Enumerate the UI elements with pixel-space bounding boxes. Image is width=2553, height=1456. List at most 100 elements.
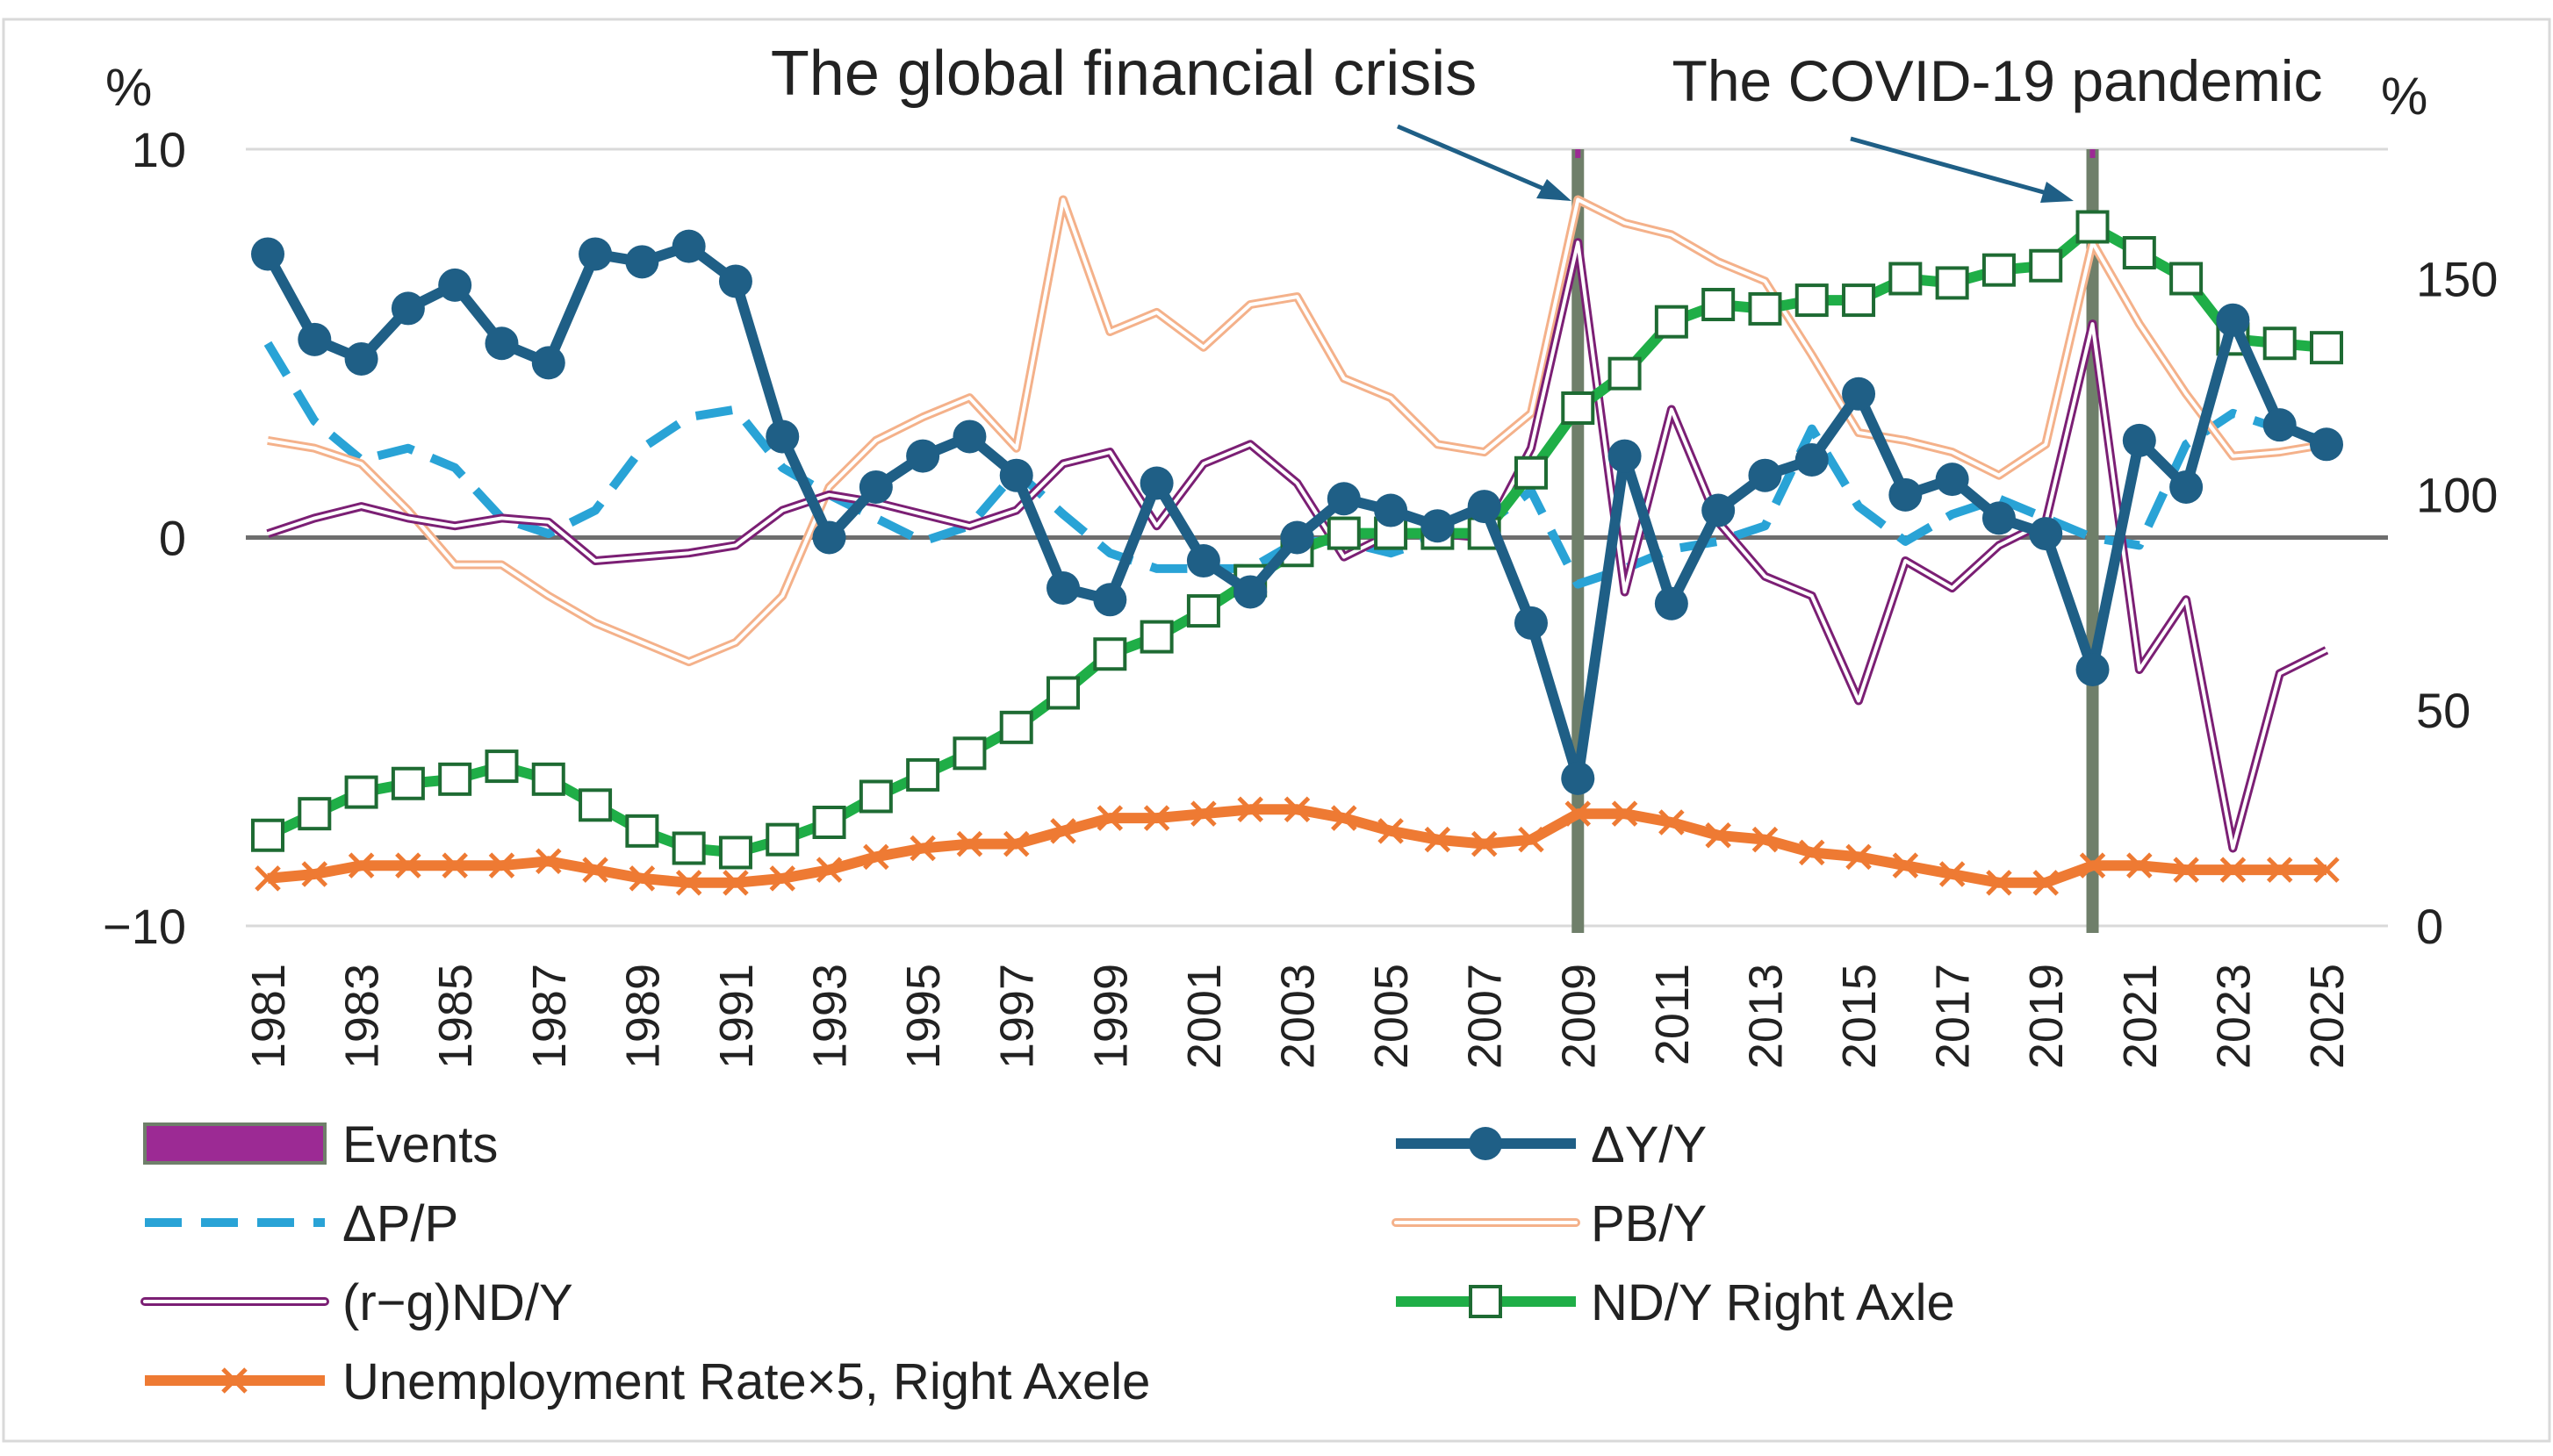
data-point	[625, 245, 659, 279]
series	[251, 195, 2343, 896]
right-tick-label: 100	[2416, 467, 2498, 522]
right-tick-label: 50	[2416, 683, 2470, 738]
data-point	[1607, 356, 1642, 391]
data-point	[910, 835, 936, 862]
data-point	[1186, 594, 1220, 628]
legend-swatch-events	[143, 1122, 327, 1165]
data-point	[1842, 377, 1876, 411]
legend-item-events: Events	[143, 1116, 498, 1173]
data-point	[485, 750, 519, 784]
series-4	[251, 210, 2343, 870]
data-point	[251, 237, 284, 271]
data-point	[2122, 423, 2156, 457]
data-point	[718, 836, 752, 870]
event-label-covid: The COVID-19 pandemic	[1672, 48, 2323, 113]
data-point	[629, 865, 656, 892]
data-point	[1140, 466, 1174, 500]
legend-label: (r−g)ND/Y	[342, 1274, 573, 1331]
data-point	[1888, 262, 1923, 296]
data-point	[1514, 606, 1548, 640]
data-point	[1046, 676, 1081, 710]
data-point	[999, 458, 1033, 492]
data-point	[1471, 830, 1498, 857]
data-point	[1186, 544, 1220, 578]
data-point	[2310, 427, 2343, 462]
data-point	[579, 788, 613, 822]
right-axis-ticks: 0 50 100 150	[2416, 252, 2498, 955]
event-bar-cap-0	[1575, 149, 1581, 158]
data-point	[1658, 809, 1685, 836]
event-bar-cap-1	[2089, 149, 2096, 158]
chart-frame	[2, 18, 2551, 1443]
legend: Events ΔY/Y ΔP/P PB/Y (r−g)ND/Y ND/Y Right Ax…	[140, 1116, 1955, 1410]
data-point	[1701, 288, 1736, 321]
data-point	[1284, 796, 1311, 823]
data-point	[2173, 857, 2199, 883]
data-point	[1986, 870, 2012, 896]
data-point	[1654, 305, 1688, 339]
data-point	[812, 806, 846, 839]
data-point	[1842, 283, 1876, 318]
data-point	[579, 237, 613, 271]
data-point	[485, 326, 519, 361]
data-point	[298, 322, 332, 356]
data-point	[391, 766, 425, 800]
data-point	[2126, 852, 2153, 879]
data-point	[2079, 852, 2106, 879]
x-tick-label: 1981	[242, 964, 295, 1069]
data-point	[859, 470, 893, 504]
x-tick-label: 1991	[710, 964, 763, 1069]
data-point	[251, 818, 284, 852]
data-point	[766, 822, 800, 857]
x-tick-label: 2019	[2020, 964, 2073, 1069]
data-point	[1374, 493, 1408, 527]
data-point	[2122, 236, 2156, 269]
data-point	[1050, 818, 1076, 844]
x-tick-label: 2015	[1833, 964, 1886, 1069]
data-point	[1794, 443, 1829, 477]
data-point	[2310, 331, 2343, 365]
data-point	[953, 420, 987, 454]
data-point	[442, 852, 468, 879]
right-tick-label: 150	[2416, 252, 2498, 307]
legend-swatch-marker	[221, 1367, 248, 1394]
data-point	[1327, 482, 1361, 516]
data-point	[1424, 826, 1451, 853]
data-point	[672, 229, 706, 263]
data-point	[582, 857, 608, 883]
event-label-gfc: The global financial crisis	[771, 39, 1477, 109]
legend-item-gdp: ΔY/Y	[1396, 1116, 1707, 1173]
legend-label: ΔP/P	[342, 1195, 458, 1252]
right-tick-label: 0	[2416, 899, 2443, 954]
series-line-inner	[267, 197, 2327, 664]
event-arrow-covid	[1850, 136, 2074, 203]
left-axis-ticks: 10 0 −10	[103, 122, 186, 954]
x-tick-label: 2001	[1178, 964, 1231, 1069]
left-tick-label: −10	[103, 899, 186, 954]
legend-label: Unemployment Rate×5, Right Axele	[342, 1353, 1150, 1410]
legend-item-pb: PB/Y	[1392, 1195, 1707, 1252]
data-point	[2075, 652, 2110, 686]
legend-label: ΔY/Y	[1591, 1116, 1707, 1173]
data-point	[1981, 501, 2016, 535]
data-point	[438, 268, 472, 302]
series-3	[266, 238, 2329, 853]
legend-swatch-marker	[1469, 1285, 1502, 1318]
data-point	[859, 779, 893, 814]
data-point	[1935, 463, 1969, 497]
x-tick-label: 2023	[2207, 964, 2260, 1069]
x-tick-label: 2009	[1552, 964, 1605, 1069]
data-point	[1093, 637, 1127, 671]
data-point	[2216, 303, 2250, 337]
x-tick-label: 2011	[1646, 964, 1699, 1065]
x-tick-label: 2007	[1459, 964, 1512, 1069]
data-point	[298, 797, 332, 831]
data-point	[2262, 326, 2297, 361]
x-tick-label: 1983	[336, 964, 389, 1069]
x-tick-label: 1989	[616, 964, 669, 1069]
data-point	[1751, 826, 1779, 853]
data-point	[1748, 458, 1782, 492]
data-point	[1705, 821, 1731, 849]
data-point	[395, 852, 421, 879]
data-point	[1097, 805, 1124, 831]
